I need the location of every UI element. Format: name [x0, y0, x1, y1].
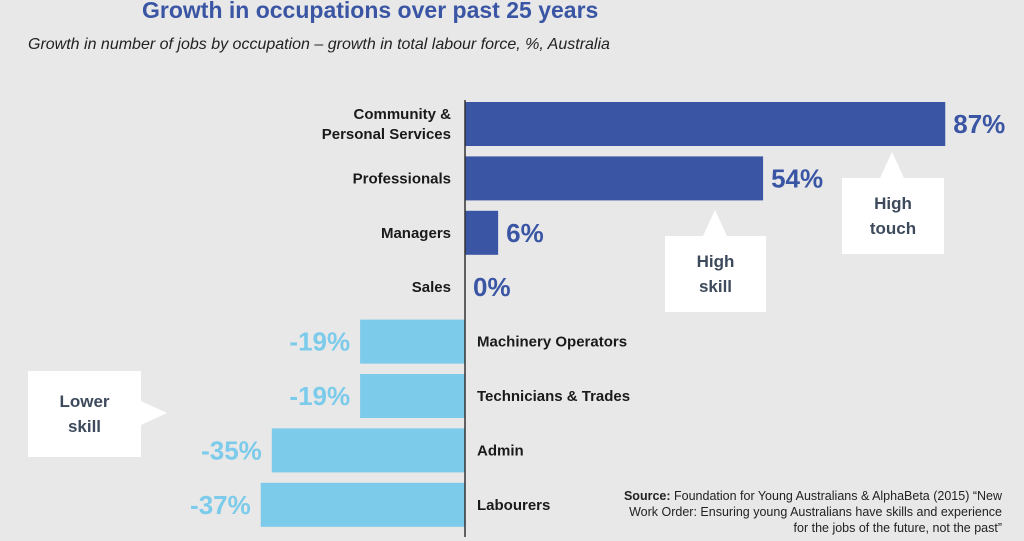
value-label: 6% — [506, 218, 544, 248]
category-label: Managers — [381, 225, 451, 242]
value-label: 54% — [771, 163, 823, 193]
bar — [260, 482, 465, 527]
value-label: 0% — [473, 272, 511, 302]
value-label: -37% — [190, 490, 251, 520]
bar — [360, 319, 465, 364]
value-label: -19% — [289, 381, 350, 411]
source-label: Source: — [623, 489, 671, 503]
callout-high-touch-label: High touch — [869, 194, 917, 238]
callout-high-skill-label: High skill — [696, 252, 735, 296]
callout-high-touch: High touch — [842, 152, 944, 254]
bar — [360, 374, 465, 418]
page-subtitle: Growth in number of jobs by occupation –… — [28, 36, 610, 53]
bar — [271, 428, 465, 473]
callout-lower-skill: Lower skill — [28, 371, 167, 457]
category-label: Labourers — [477, 497, 550, 514]
value-label: -35% — [201, 435, 262, 465]
category-label: Admin — [477, 442, 524, 459]
value-label: 87% — [953, 109, 1005, 139]
bar — [465, 210, 499, 255]
category-label: Machinery Operators — [477, 334, 627, 351]
source-note: Source: Foundation for Young Australians… — [622, 488, 1002, 536]
bar — [465, 102, 946, 146]
value-label: -19% — [289, 327, 350, 357]
category-label: Technicians & Trades — [477, 388, 630, 405]
callout-lower-skill-label: Lower skill — [59, 392, 110, 436]
category-label: Sales — [412, 279, 451, 296]
callout-high-skill: High skill — [665, 210, 766, 312]
bar — [465, 156, 764, 201]
category-label: Professionals — [353, 170, 451, 187]
category-label: Community & Personal Services — [322, 106, 451, 143]
page-title: Growth in occupations over past 25 years — [142, 0, 599, 23]
source-text: Foundation for Young Australians & Alpha… — [629, 489, 1002, 535]
